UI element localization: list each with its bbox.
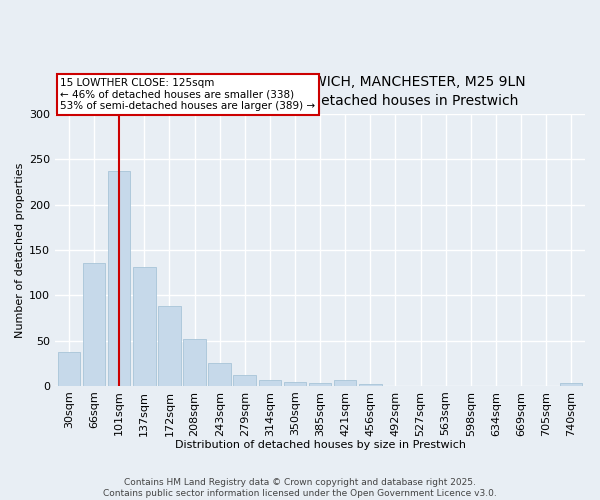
Y-axis label: Number of detached properties: Number of detached properties xyxy=(15,162,25,338)
Bar xyxy=(259,380,281,386)
Bar xyxy=(560,383,583,386)
Bar xyxy=(58,352,80,386)
Text: 15 LOWTHER CLOSE: 125sqm
← 46% of detached houses are smaller (338)
53% of semi-: 15 LOWTHER CLOSE: 125sqm ← 46% of detach… xyxy=(61,78,316,111)
Bar xyxy=(309,383,331,386)
Bar xyxy=(334,380,356,386)
Bar xyxy=(284,382,306,386)
Bar xyxy=(83,262,106,386)
Title: 15, LOWTHER CLOSE, PRESTWICH, MANCHESTER, M25 9LN
Size of property relative to d: 15, LOWTHER CLOSE, PRESTWICH, MANCHESTER… xyxy=(115,75,526,108)
X-axis label: Distribution of detached houses by size in Prestwich: Distribution of detached houses by size … xyxy=(175,440,466,450)
Bar xyxy=(108,171,130,386)
Bar xyxy=(208,363,231,386)
Bar xyxy=(233,375,256,386)
Bar xyxy=(359,384,382,386)
Bar xyxy=(133,267,155,386)
Text: Contains HM Land Registry data © Crown copyright and database right 2025.
Contai: Contains HM Land Registry data © Crown c… xyxy=(103,478,497,498)
Bar xyxy=(158,306,181,386)
Bar xyxy=(183,338,206,386)
